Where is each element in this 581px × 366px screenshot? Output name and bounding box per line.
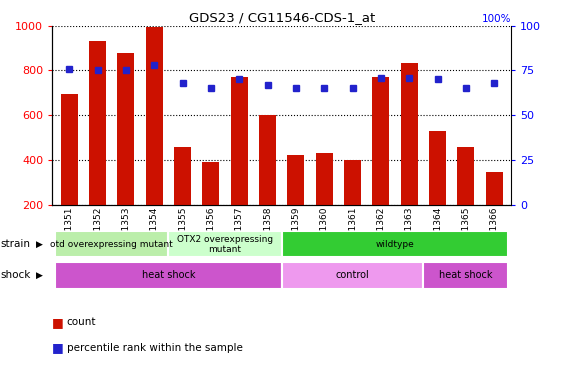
Bar <box>486 172 503 205</box>
Text: heat shock: heat shock <box>439 270 493 280</box>
Bar <box>372 77 389 205</box>
Bar <box>457 147 475 205</box>
Bar <box>89 41 106 205</box>
Bar <box>117 52 134 205</box>
Text: wildtype: wildtype <box>376 240 414 249</box>
Bar <box>146 27 163 205</box>
Bar <box>401 63 418 205</box>
Bar <box>259 115 276 205</box>
Text: count: count <box>67 317 96 327</box>
Bar <box>282 262 424 288</box>
Text: heat shock: heat shock <box>142 270 195 280</box>
Bar <box>55 262 282 288</box>
Bar <box>55 231 168 258</box>
Text: ▶: ▶ <box>36 271 43 280</box>
Text: shock: shock <box>1 270 31 280</box>
Text: strain: strain <box>1 239 31 249</box>
Bar <box>168 231 282 258</box>
Text: otd overexpressing mutant: otd overexpressing mutant <box>51 240 173 249</box>
Bar <box>424 262 508 288</box>
Text: ■: ■ <box>52 315 64 329</box>
Text: control: control <box>336 270 370 280</box>
Title: GDS23 / CG11546-CDS-1_at: GDS23 / CG11546-CDS-1_at <box>189 11 375 25</box>
Text: OTX2 overexpressing
mutant: OTX2 overexpressing mutant <box>177 235 273 254</box>
Bar <box>202 163 220 205</box>
Bar <box>316 153 333 205</box>
Bar <box>429 131 446 205</box>
Bar <box>282 231 508 258</box>
Text: 100%: 100% <box>482 14 511 24</box>
Bar <box>288 154 304 205</box>
Bar <box>231 77 248 205</box>
Bar <box>61 94 78 205</box>
Text: ▶: ▶ <box>36 240 43 249</box>
Bar <box>344 160 361 205</box>
Text: percentile rank within the sample: percentile rank within the sample <box>67 343 243 353</box>
Text: ■: ■ <box>52 341 64 354</box>
Bar <box>174 147 191 205</box>
